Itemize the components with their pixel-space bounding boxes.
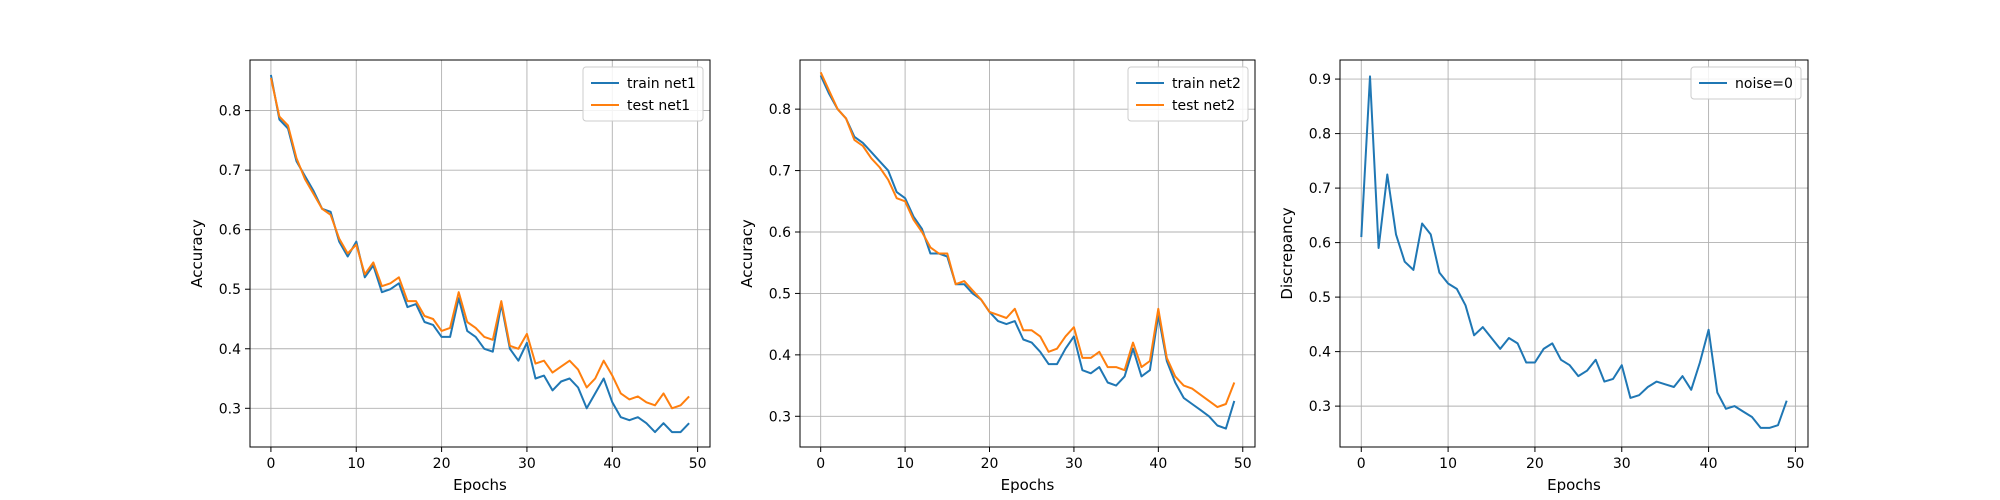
x-tick-label: 30 bbox=[1065, 456, 1083, 472]
x-tick-label: 0 bbox=[1357, 456, 1366, 472]
y-tick-label: 0.6 bbox=[1309, 236, 1331, 252]
x-axis-label: Epochs bbox=[453, 476, 507, 494]
y-tick-label: 0.6 bbox=[219, 223, 241, 239]
x-axis-label: Epochs bbox=[1547, 476, 1601, 494]
x-tick-label: 50 bbox=[689, 456, 707, 472]
series-line-train-net1 bbox=[269, 74, 690, 434]
y-tick-label: 0.8 bbox=[219, 104, 241, 120]
series-line-test-net2 bbox=[819, 71, 1236, 409]
series-line-noise-0 bbox=[1360, 75, 1788, 429]
x-tick-label: 0 bbox=[816, 456, 825, 472]
y-tick-label: 0.3 bbox=[1309, 399, 1331, 415]
x-tick-label: 10 bbox=[896, 456, 914, 472]
x-axis-label: Epochs bbox=[1001, 476, 1055, 494]
y-tick-label: 0.7 bbox=[769, 164, 791, 180]
y-axis-label: Accuracy bbox=[738, 219, 756, 288]
y-tick-label: 0.6 bbox=[769, 225, 791, 241]
y-tick-label: 0.5 bbox=[219, 282, 241, 298]
series-line-test-net1 bbox=[269, 77, 690, 410]
y-tick-label: 0.3 bbox=[769, 409, 791, 425]
x-tick-label: 20 bbox=[1526, 456, 1544, 472]
x-tick-label: 20 bbox=[433, 456, 451, 472]
y-tick-label: 0.4 bbox=[769, 348, 791, 364]
y-tick-label: 0.4 bbox=[1309, 345, 1331, 361]
x-tick-label: 20 bbox=[981, 456, 999, 472]
legend-box bbox=[1127, 66, 1249, 122]
y-tick-label: 0.8 bbox=[769, 102, 791, 118]
chart-panel-1: 0 10 20 30 40 50 0.3 0.4 0.5 0.6 0.7 0.8 Epochs Accur… bbox=[188, 59, 711, 494]
plot-frame bbox=[249, 59, 711, 448]
x-tick-label: 30 bbox=[1613, 456, 1631, 472]
chart-panel-3: 0 10 20 30 40 50 0.3 0.4 0.5 0.6 0.7 0.8 0.9 Epochs Di… bbox=[1278, 59, 1809, 494]
x-tick-label: 0 bbox=[266, 456, 275, 472]
x-tick-label: 10 bbox=[347, 456, 365, 472]
y-tick-label: 0.7 bbox=[219, 163, 241, 179]
legend-box bbox=[1690, 66, 1802, 100]
plot-frame bbox=[1339, 59, 1809, 448]
x-tick-label: 40 bbox=[1700, 456, 1718, 472]
x-tick-label: 10 bbox=[1439, 456, 1457, 472]
legend: train net1 test net1 bbox=[582, 66, 704, 122]
series-line-train-net2 bbox=[819, 74, 1236, 430]
legend-label: test net2 bbox=[1172, 98, 1235, 114]
legend-label: train net1 bbox=[627, 76, 696, 92]
legend-label: noise=0 bbox=[1735, 76, 1793, 92]
chart-panel-2: 0 10 20 30 40 50 0.3 0.4 0.5 0.6 0.7 0.8 Epochs Accur… bbox=[738, 59, 1256, 494]
y-axis-label: Accuracy bbox=[188, 219, 206, 288]
x-tick-label: 30 bbox=[518, 456, 536, 472]
y-tick-label: 0.7 bbox=[1309, 181, 1331, 197]
y-tick-label: 0.8 bbox=[1309, 127, 1331, 143]
legend-label: train net2 bbox=[1172, 76, 1241, 92]
legend: train net2 test net2 bbox=[1127, 66, 1249, 122]
y-tick-label: 0.5 bbox=[1309, 290, 1331, 306]
x-tick-label: 50 bbox=[1786, 456, 1804, 472]
y-tick-label: 0.4 bbox=[219, 342, 241, 358]
x-tick-label: 50 bbox=[1234, 456, 1252, 472]
legend-label: test net1 bbox=[627, 98, 690, 114]
x-tick-label: 40 bbox=[1149, 456, 1167, 472]
y-tick-label: 0.3 bbox=[219, 401, 241, 417]
plot-frame bbox=[799, 59, 1256, 448]
legend-box bbox=[582, 66, 704, 122]
legend: noise=0 bbox=[1690, 66, 1802, 100]
x-tick-label: 40 bbox=[603, 456, 621, 472]
y-tick-label: 0.9 bbox=[1309, 72, 1331, 88]
y-axis-label: Discrepancy bbox=[1278, 207, 1296, 299]
y-tick-label: 0.5 bbox=[769, 286, 791, 302]
